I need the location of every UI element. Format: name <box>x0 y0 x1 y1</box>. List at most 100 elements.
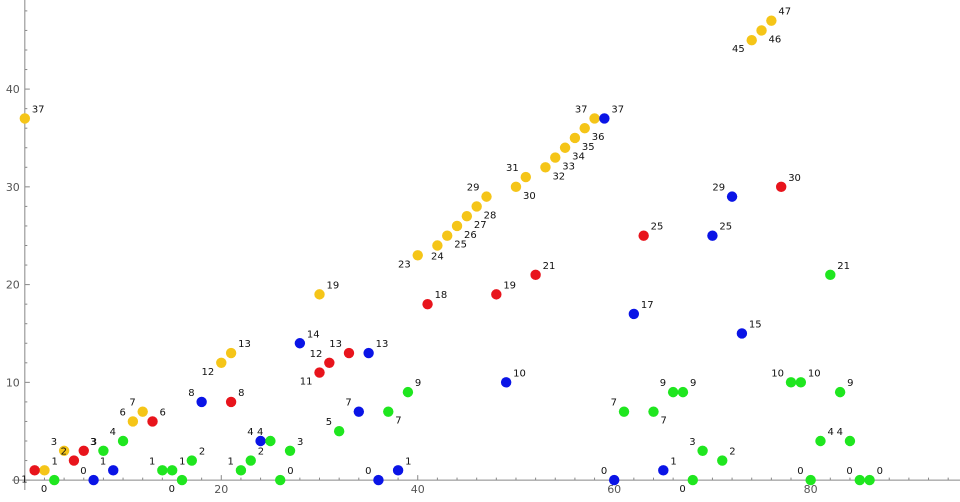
data-point-red <box>775 181 787 193</box>
data-label: 7 <box>611 398 617 409</box>
data-point-green <box>383 406 394 417</box>
data-label: 10 <box>808 368 821 379</box>
data-label: 1 <box>179 456 185 467</box>
data-point-green <box>667 386 679 398</box>
data-label: 33 <box>562 162 575 173</box>
data-point-yellow <box>756 25 767 36</box>
data-label: 30 <box>523 191 536 202</box>
data-label: 31 <box>506 163 519 174</box>
data-label: 10 <box>771 368 784 379</box>
data-point-green <box>844 435 856 447</box>
data-point-green <box>854 474 865 486</box>
data-point-red <box>530 269 541 281</box>
data-point-green <box>275 474 286 486</box>
data-point-green <box>825 269 836 281</box>
data-point-yellow <box>137 406 148 417</box>
x-tick-label: 60 <box>607 483 621 496</box>
data-label: 11 <box>300 377 313 388</box>
data-label: 37 <box>575 104 588 115</box>
data-point-green <box>648 406 659 417</box>
data-label: 1 <box>149 456 155 467</box>
data-label: 1 <box>21 474 27 485</box>
data-label: 7 <box>345 398 351 409</box>
data-label: 0 <box>287 466 293 477</box>
data-label: 29 <box>467 183 480 194</box>
data-label: 0 <box>41 484 47 495</box>
data-label: 0 <box>877 466 883 477</box>
data-point-yellow <box>461 210 473 222</box>
data-label: 1 <box>670 456 676 467</box>
data-label: 30 <box>788 173 801 184</box>
data-point-blue <box>726 191 738 202</box>
data-point-yellow <box>58 445 70 456</box>
data-label: 36 <box>592 132 605 143</box>
data-point-yellow <box>432 240 443 251</box>
data-point-red <box>638 230 649 241</box>
data-point-yellow <box>559 142 571 153</box>
data-label: 9 <box>415 378 421 389</box>
data-label: 23 <box>398 259 411 270</box>
data-point-red <box>68 455 80 466</box>
data-point-red <box>324 357 335 369</box>
data-point-blue <box>599 113 610 124</box>
data-label: 7 <box>129 398 135 409</box>
data-label: 25 <box>651 222 664 233</box>
data-label: 35 <box>582 142 595 153</box>
data-label: 13 <box>376 339 389 350</box>
data-point-yellow <box>766 15 777 26</box>
data-point-yellow <box>540 162 551 173</box>
data-point-green <box>49 474 60 486</box>
data-point-red <box>147 416 158 427</box>
data-label: 9 <box>660 378 666 389</box>
data-point-yellow <box>520 171 531 183</box>
data-point-green <box>717 455 728 466</box>
data-point-green <box>284 445 296 456</box>
data-point-yellow <box>451 220 463 232</box>
data-label: 25 <box>454 240 467 251</box>
data-point-blue <box>658 465 669 476</box>
data-point-blue <box>108 465 119 476</box>
data-point-red <box>29 465 40 476</box>
data-label: 2 <box>61 447 67 458</box>
data-label: 4 <box>247 427 253 438</box>
data-point-blue <box>373 474 384 486</box>
data-label: 4 <box>257 427 263 438</box>
data-point-green <box>785 377 797 388</box>
data-label: 1 <box>51 456 57 467</box>
data-point-yellow <box>550 152 561 163</box>
data-point-blue <box>196 396 207 408</box>
data-point-green <box>697 445 708 456</box>
data-point-green <box>333 426 345 437</box>
data-label: 14 <box>307 329 320 340</box>
data-point-blue <box>608 474 620 486</box>
data-label: 29 <box>712 183 725 194</box>
data-point-green <box>864 474 875 486</box>
data-label: 2 <box>199 447 205 458</box>
data-point-blue <box>363 347 374 359</box>
data-label: 9 <box>847 378 853 389</box>
data-point-green <box>117 435 129 447</box>
data-label: 7 <box>660 416 666 427</box>
data-point-green <box>402 386 414 398</box>
data-point-green <box>815 435 826 447</box>
data-point-green <box>834 386 846 398</box>
data-label: 12 <box>202 367 215 378</box>
data-label: 26 <box>464 230 477 241</box>
data-label: 8 <box>188 388 194 399</box>
data-label: 21 <box>543 261 556 272</box>
data-point-red <box>422 298 433 310</box>
data-point-yellow <box>569 132 581 144</box>
data-label: 0 <box>601 466 607 477</box>
data-point-yellow <box>39 465 50 476</box>
data-point-blue <box>707 230 718 241</box>
data-point-blue <box>294 338 306 349</box>
data-label: 19 <box>327 280 340 291</box>
data-label: 0 <box>797 466 803 477</box>
data-label: 3 <box>297 437 303 448</box>
y-tick-label: 30 <box>6 181 20 194</box>
data-label: 45 <box>732 44 745 55</box>
data-label: 37 <box>611 104 624 115</box>
point-labels: 3713671213192324252627282930313233343536… <box>21 7 883 495</box>
data-label: 3 <box>90 437 96 448</box>
